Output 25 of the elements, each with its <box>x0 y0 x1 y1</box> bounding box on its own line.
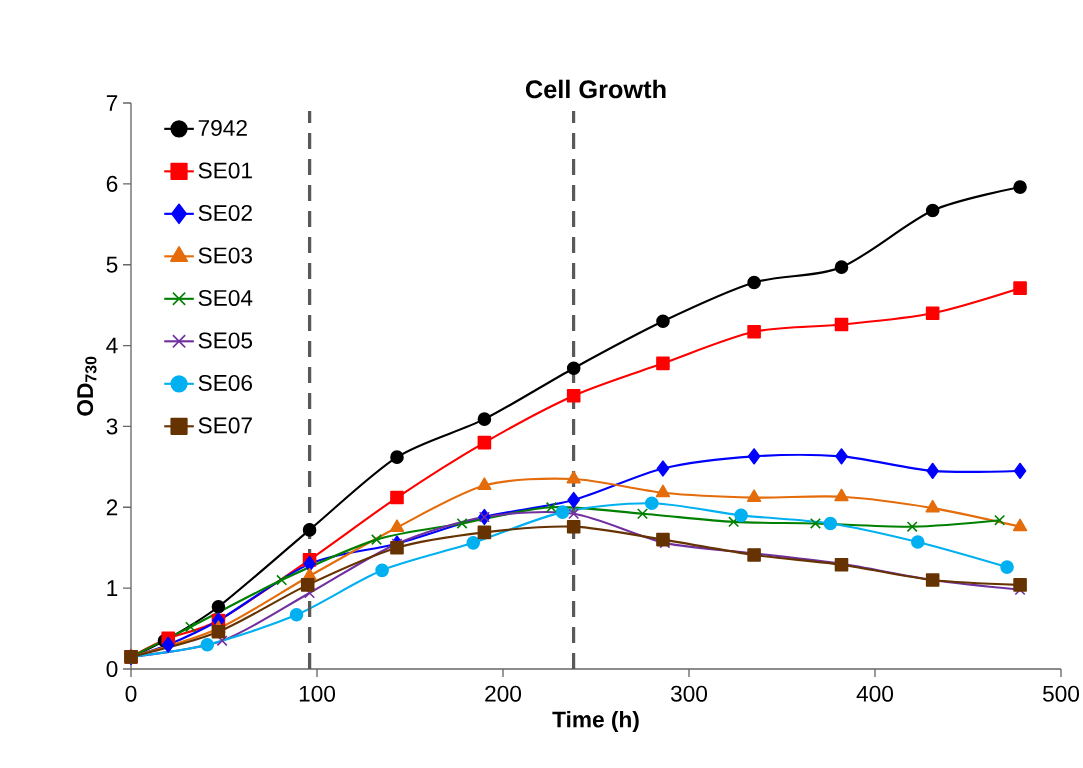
legend-label: SE03 <box>198 247 253 264</box>
x-tick-label: 0 <box>125 685 137 702</box>
legend-label: SE07 <box>198 417 252 434</box>
y-tick-label: 4 <box>106 337 118 354</box>
x-tick-label: 400 <box>856 685 894 702</box>
y-tick-label: 3 <box>106 418 118 435</box>
legend-label: SE05 <box>198 332 253 349</box>
y-axis-title: OD$_{730}$ <box>77 356 97 416</box>
y-tick-label: 0 <box>106 660 118 678</box>
chart-title: Cell Growth <box>525 79 666 99</box>
y-tick-label: 1 <box>107 580 118 596</box>
x-axis-title: Time (h) <box>552 710 639 733</box>
legend-label: SE04 <box>198 289 253 306</box>
legend-label: SE01 <box>198 162 252 179</box>
x-tick-label: 300 <box>670 685 708 702</box>
y-tick-label: 2 <box>106 499 118 516</box>
x-tick-label: 200 <box>485 685 522 702</box>
x-tick-label: 500 <box>1042 685 1080 702</box>
x-tick-label: 100 <box>299 685 336 702</box>
y-tick-label: 6 <box>106 175 118 192</box>
legend-label: 7942 <box>198 119 247 136</box>
y-tick-label: 5 <box>106 256 118 273</box>
y-tick-label: 7 <box>106 95 118 111</box>
legend-label: SE06 <box>198 374 253 391</box>
legend-label: SE02 <box>198 204 252 221</box>
